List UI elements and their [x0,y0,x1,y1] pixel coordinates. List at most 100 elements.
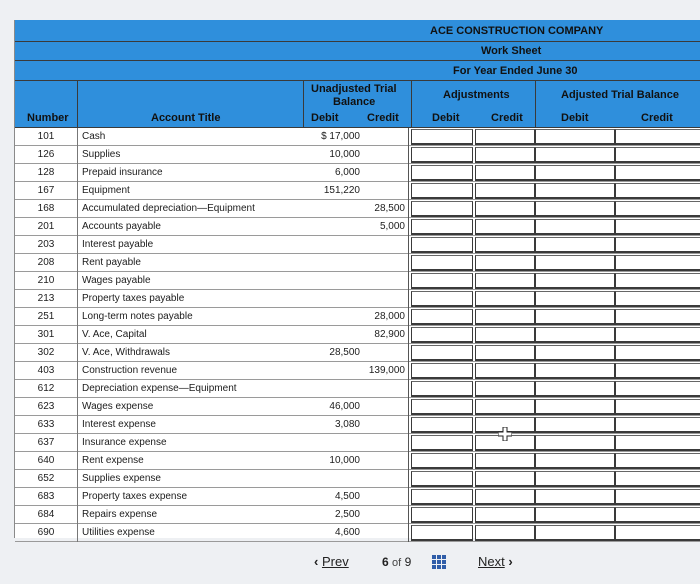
adjusted-credit-input[interactable] [615,201,700,217]
adjusted-credit-input[interactable] [615,471,700,487]
adjusted-credit-input[interactable] [615,129,700,145]
adjusted-credit-input[interactable] [615,525,700,541]
adjustments-debit-input[interactable] [411,309,473,325]
adjustments-debit-input[interactable] [411,417,473,433]
adjustments-debit-input[interactable] [411,291,473,307]
adjusted-debit-input[interactable] [535,417,615,433]
adjusted-credit-input[interactable] [615,327,700,343]
adjusted-credit-input[interactable] [615,255,700,271]
adjustments-debit-input[interactable] [411,435,473,451]
adjusted-debit-input[interactable] [535,489,615,505]
adjustments-debit-input[interactable] [411,471,473,487]
adjusted-credit-input[interactable] [615,273,700,289]
adjusted-debit-input[interactable] [535,525,615,541]
next-button[interactable]: Next › [478,554,513,569]
adjustments-credit-input[interactable] [475,273,535,289]
adjusted-credit-input[interactable] [615,219,700,235]
adjusted-credit-input[interactable] [615,165,700,181]
adjustments-debit-input[interactable] [411,183,473,199]
adjustments-debit-input[interactable] [411,129,473,145]
adjustments-debit-input[interactable] [411,489,473,505]
adjusted-debit-input[interactable] [535,183,615,199]
adjusted-credit-input[interactable] [615,291,700,307]
adjustments-debit-input[interactable] [411,525,473,541]
adjustments-debit-input[interactable] [411,237,473,253]
adjustments-credit-input[interactable] [475,219,535,235]
adjustments-credit-input[interactable] [475,327,535,343]
adjustments-credit-input[interactable] [475,129,535,145]
adjusted-credit-input[interactable] [615,309,700,325]
adjustments-credit-input[interactable] [475,183,535,199]
adjusted-credit-input[interactable] [615,453,700,469]
adjustments-debit-input[interactable] [411,453,473,469]
adjustments-credit-input[interactable] [475,489,535,505]
adjusted-debit-input[interactable] [535,129,615,145]
adjustments-credit-input[interactable] [475,309,535,325]
adjustments-credit-input[interactable] [475,147,535,163]
adjustments-debit-input[interactable] [411,399,473,415]
adjusted-credit-input[interactable] [615,345,700,361]
adjusted-debit-input[interactable] [535,147,615,163]
adjustments-debit-input[interactable] [411,219,473,235]
adjustments-credit-input[interactable] [475,525,535,541]
adjustments-credit-input[interactable] [475,291,535,307]
adjustments-debit-input[interactable] [411,147,473,163]
adjusted-debit-input[interactable] [535,237,615,253]
adjustments-credit-input[interactable] [475,363,535,379]
adjusted-credit-input[interactable] [615,147,700,163]
adjustments-credit-input[interactable] [475,381,535,397]
adjustments-debit-input[interactable] [411,345,473,361]
adjusted-credit-input[interactable] [615,489,700,505]
adjusted-credit-input[interactable] [615,507,700,523]
adjusted-credit-input[interactable] [615,435,700,451]
adjusted-debit-input[interactable] [535,399,615,415]
adjusted-debit-input[interactable] [535,435,615,451]
adjusted-debit-input[interactable] [535,219,615,235]
adjustments-credit-input[interactable] [475,237,535,253]
adjusted-debit-input[interactable] [535,291,615,307]
adjustments-debit-input[interactable] [411,255,473,271]
adjusted-credit-input[interactable] [615,399,700,415]
adjusted-debit-input[interactable] [535,453,615,469]
grid-icon[interactable] [432,555,446,569]
adjusted-debit-input[interactable] [535,201,615,217]
adjustments-credit-input[interactable] [475,453,535,469]
unadjusted-debit-value: 46,000 [329,401,360,412]
adjusted-debit-input[interactable] [535,381,615,397]
adjustments-credit-input[interactable] [475,201,535,217]
adjustments-debit-input[interactable] [411,381,473,397]
prev-button[interactable]: ‹ Prev [314,554,349,569]
adjusted-debit-input[interactable] [535,165,615,181]
page-current: 6 [382,555,389,569]
adjusted-debit-input[interactable] [535,345,615,361]
adjusted-debit-input[interactable] [535,309,615,325]
adjustments-debit-input[interactable] [411,201,473,217]
page-indicator: 6 of 9 [382,555,411,569]
adjustments-debit-input[interactable] [411,363,473,379]
adjustments-credit-input[interactable] [475,471,535,487]
adjustments-credit-input[interactable] [475,165,535,181]
adjusted-debit-input[interactable] [535,273,615,289]
unadjusted-credit-header: Credit [367,112,399,124]
adjusted-debit-input[interactable] [535,363,615,379]
adjustments-credit-input[interactable] [475,399,535,415]
adjustments-debit-input[interactable] [411,165,473,181]
account-number: 203 [37,239,55,250]
adjustments-debit-input[interactable] [411,327,473,343]
adjusted-debit-input[interactable] [535,255,615,271]
adjustments-credit-input[interactable] [475,345,535,361]
adjusted-debit-input[interactable] [535,507,615,523]
adjusted-credit-input[interactable] [615,381,700,397]
adjustments-debit-input[interactable] [411,273,473,289]
adjusted-credit-input[interactable] [615,363,700,379]
adjusted-credit-input[interactable] [615,183,700,199]
adjusted-debit-input[interactable] [535,471,615,487]
account-number: 652 [37,473,55,484]
adjusted-credit-input[interactable] [615,237,700,253]
adjusted-credit-input[interactable] [615,417,700,433]
adjustments-debit-input[interactable] [411,507,473,523]
adjusted-debit-input[interactable] [535,327,615,343]
header-company-band: ACE CONSTRUCTION COMPANY [15,20,700,42]
adjustments-credit-input[interactable] [475,507,535,523]
adjustments-credit-input[interactable] [475,255,535,271]
